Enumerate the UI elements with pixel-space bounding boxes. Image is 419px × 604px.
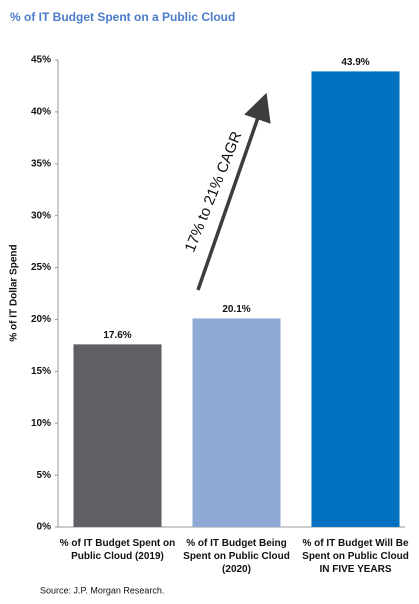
- value-label: 43.9%: [341, 57, 369, 68]
- x-tick-label: % of IT Budget Spent on Public Cloud (20…: [59, 538, 176, 562]
- bar: [192, 318, 281, 527]
- y-tick-label: 30%: [31, 210, 51, 221]
- y-tick-label: 25%: [31, 262, 51, 273]
- y-tick-label: 20%: [31, 314, 51, 325]
- y-tick-label: 45%: [31, 55, 51, 66]
- x-tick-label: % of IT Budget Being Spent on Public Clo…: [183, 538, 290, 575]
- y-tick-label: 15%: [31, 366, 51, 377]
- y-tick-label: 0%: [37, 522, 52, 533]
- y-tick-label: 40%: [31, 107, 51, 118]
- annotation: 17% to 21% CAGR: [182, 129, 246, 255]
- source: Source: J.P. Morgan Research.: [40, 585, 164, 595]
- bar: [311, 71, 400, 527]
- y-axis-label: % of IT Dollar Spend: [9, 244, 20, 341]
- value-label: 17.6%: [103, 330, 131, 341]
- bar: [73, 344, 162, 527]
- y-tick-label: 35%: [31, 158, 51, 169]
- y-tick-label: 5%: [37, 470, 52, 481]
- x-tick-label: % of IT Budget Will Be Spent on Public C…: [302, 538, 409, 575]
- chart-title: % of IT Budget Spent on a Public Cloud: [10, 10, 235, 24]
- y-tick-label: 10%: [31, 418, 51, 429]
- cagr-arrow: [196, 92, 271, 291]
- value-label: 20.1%: [222, 304, 250, 315]
